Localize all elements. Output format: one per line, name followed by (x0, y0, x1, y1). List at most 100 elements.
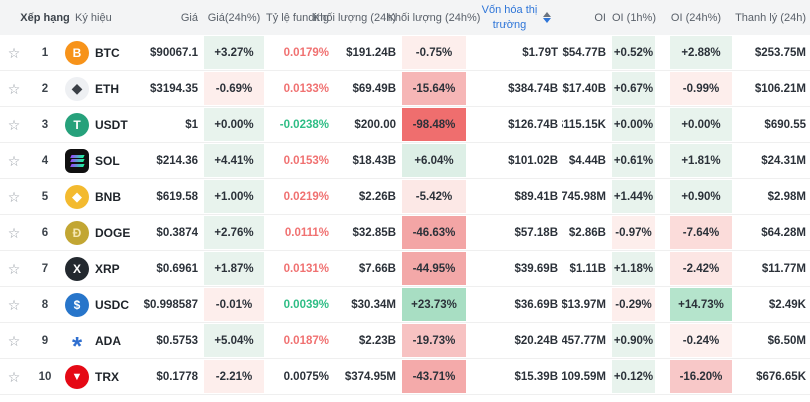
volume-24h: $200.00 (354, 118, 396, 131)
header-label: OI (594, 11, 606, 24)
rank: 1 (41, 46, 49, 59)
liquidation-24h: $106.21M (754, 82, 806, 95)
header-price[interactable]: Giá (140, 0, 202, 35)
rank: 8 (41, 298, 49, 311)
funding-rate: 0.0219% (283, 190, 329, 203)
favorite-cell: ☆ (0, 287, 28, 322)
open-interest: $4.44B (568, 154, 606, 167)
open-interest: $17.40B (562, 82, 606, 95)
table-header: Xếp hạng Ký hiệu Giá Giá(24h%) Tỷ lệ funding… (0, 0, 810, 35)
table-row[interactable]: ☆ 3 T USDT $1 +0.00% -0.0238% $200.00 -9… (0, 107, 810, 143)
volume-change-24h: +6.04% (402, 144, 466, 177)
table-row[interactable]: ☆ 5 ◆ BNB $619.58 +1.00% 0.0219% $2.26B … (0, 179, 810, 215)
symbol-label: ADA (95, 333, 121, 348)
symbol-cell[interactable]: X XRP (62, 251, 140, 286)
table-row[interactable]: ☆ 9 * ADA $0.5753 +5.04% 0.0187% $2.23B … (0, 323, 810, 361)
favorite-star-icon[interactable]: ☆ (7, 332, 21, 349)
rank: 5 (41, 190, 49, 203)
favorite-star-icon[interactable]: ☆ (7, 224, 21, 241)
price-change-24h: +1.00% (204, 180, 264, 213)
header-symbol[interactable]: Ký hiệu (62, 0, 140, 35)
table-row[interactable]: ☆ 1 B BTC $90067.1 +3.27% 0.0179% $191.2… (0, 35, 810, 71)
header-label: Thanh lý (24h) (735, 11, 806, 24)
funding-rate: 0.0179% (283, 46, 329, 59)
market-cap: $89.41B (514, 190, 558, 203)
volume-change-24h-cell: -0.75% (400, 35, 468, 70)
header-oi[interactable]: OI (562, 0, 610, 35)
table-row[interactable]: ☆ 6 Ð DOGE $0.3874 +2.76% 0.0111% $32.85… (0, 215, 810, 251)
header-oi-24h[interactable]: OI (24h%) (658, 0, 734, 35)
market-cap: $126.74B (508, 118, 558, 131)
header-label: Khối lượng (24h) (312, 11, 396, 24)
table-row[interactable]: ☆ 8 $ USDC $0.998587 -0.01% 0.0039% $30.… (0, 287, 810, 323)
favorite-star-icon[interactable]: ☆ (7, 188, 21, 205)
market-cap: $36.69B (514, 298, 558, 311)
oi-change-24h: +0.90% (670, 180, 732, 213)
favorite-star-icon[interactable]: ☆ (7, 296, 21, 313)
favorite-star-icon[interactable]: ☆ (7, 152, 21, 169)
oi-change-1h-cell: +0.00% (610, 107, 658, 142)
open-interest: $1.11B (569, 262, 606, 275)
symbol-label: USDC (95, 297, 130, 312)
symbol-cell[interactable]: ◆ ETH (62, 71, 140, 106)
price: $90067.1 (150, 46, 198, 59)
price: $0.3874 (156, 226, 198, 239)
bnb-coin-icon: ◆ (65, 184, 89, 209)
volume-change-24h: -15.64% (402, 72, 466, 105)
market-cap: $20.24B (514, 334, 558, 347)
header-label: OI (1h%) (611, 11, 656, 24)
symbol-cell[interactable]: Ð DOGE (62, 215, 140, 250)
symbol-cell[interactable]: SOL (62, 143, 140, 178)
symbol-label: TRX (95, 369, 119, 384)
volume-change-24h-cell: -15.64% (400, 71, 468, 106)
oi-change-24h-cell: +2.88% (658, 35, 734, 70)
symbol-label: DOGE (95, 225, 131, 240)
volume-change-24h-cell: -44.95% (400, 251, 468, 286)
table-row[interactable]: ☆ 4 SOL $214.36 +4.41% 0.0153% $18.43B +… (0, 143, 810, 179)
symbol-cell[interactable]: * ADA (62, 323, 140, 361)
table-row[interactable]: ☆ 7 X XRP $0.6961 +1.87% 0.0131% $7.66B … (0, 251, 810, 287)
symbol-label: USDT (95, 117, 128, 132)
favorite-star-icon[interactable]: ☆ (7, 44, 21, 61)
sort-arrows-icon[interactable] (542, 12, 551, 23)
symbol-cell[interactable]: B BTC (62, 35, 140, 70)
price-change-24h: +0.00% (204, 108, 264, 141)
volume-change-24h: -43.71% (402, 360, 466, 393)
header-funding[interactable]: Tỷ lệ funding (266, 0, 332, 35)
oi-change-1h-cell: +0.61% (610, 143, 658, 178)
price: $0.998587 (143, 298, 198, 311)
doge-coin-icon: Ð (65, 220, 89, 245)
symbol-cell[interactable]: $ USDC (62, 287, 140, 322)
liquidation-24h: $64.28M (761, 226, 806, 239)
table-row[interactable]: ☆ 10 ▼ TRX $0.1778 -2.21% 0.0075% $374.9… (0, 359, 810, 395)
funding-rate: 0.0133% (283, 82, 329, 95)
funding-rate: 0.0131% (283, 262, 329, 275)
price-change-24h-cell: +0.00% (202, 107, 266, 142)
header-label: Tỷ lệ funding (266, 11, 329, 24)
oi-change-1h: +0.67% (612, 72, 655, 105)
usdt-coin-icon: T (65, 112, 89, 137)
symbol-cell[interactable]: ◆ BNB (62, 179, 140, 214)
header-volume-chg[interactable]: Khối lượng (24h%) (388, 0, 481, 35)
symbol-cell[interactable]: ▼ TRX (62, 359, 140, 394)
header-liquidation[interactable]: Thanh lý (24h) (734, 0, 810, 35)
price: $0.1778 (156, 370, 198, 383)
header-volume[interactable]: Khối lượng (24h) (313, 0, 400, 35)
favorite-star-icon[interactable]: ☆ (7, 368, 21, 385)
symbol-cell[interactable]: T USDT (62, 107, 140, 142)
header-price-chg[interactable]: Giá(24h%) (202, 0, 266, 35)
volume-change-24h-cell: -98.48% (400, 107, 468, 142)
open-interest: $115.15K (562, 118, 606, 131)
favorite-star-icon[interactable]: ☆ (7, 260, 21, 277)
favorite-star-icon[interactable]: ☆ (7, 116, 21, 133)
price-change-24h: -0.69% (204, 72, 264, 105)
oi-change-24h: -16.20% (670, 360, 732, 393)
table-row[interactable]: ☆ 2 ◆ ETH $3194.35 -0.69% 0.0133% $69.49… (0, 71, 810, 107)
header-market-cap[interactable]: Vốn hóa thị trường (468, 0, 562, 35)
oi-change-1h: +0.12% (612, 360, 655, 393)
price: $3194.35 (150, 82, 198, 95)
header-oi-1h[interactable]: OI (1h%) (610, 0, 658, 35)
header-rank[interactable]: Xếp hạng (20, 0, 70, 35)
oi-change-1h: +0.00% (612, 108, 655, 141)
favorite-star-icon[interactable]: ☆ (7, 80, 21, 97)
